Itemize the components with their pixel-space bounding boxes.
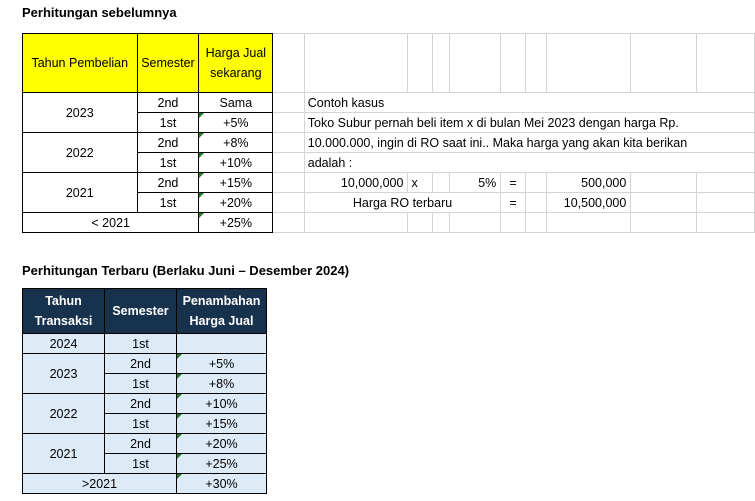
header-harga-jual: Harga Jual sekarang [198, 33, 274, 93]
section1-title: Perhitungan sebelumnya [22, 5, 177, 20]
price-cell[interactable]: +10% [198, 152, 274, 173]
price-cell[interactable]: +30% [176, 473, 267, 494]
price-cell[interactable]: +5% [176, 353, 267, 374]
header-tahun-transaksi: Tahun Transaksi [22, 288, 105, 334]
semester-cell[interactable]: 1st [136, 192, 200, 213]
calc-equals[interactable]: = [500, 172, 526, 193]
price-cell[interactable]: +25% [198, 212, 274, 233]
semester-cell[interactable]: 1st [104, 453, 177, 474]
price-cell[interactable]: +15% [176, 413, 267, 434]
price-cell[interactable]: +15% [198, 172, 274, 193]
price-cell[interactable] [176, 333, 267, 354]
year-cell-before-2021[interactable]: < 2021 [21, 212, 200, 233]
calc-result[interactable]: 500,000 [545, 172, 632, 193]
section2-title: Perhitungan Terbaru (Berlaku Juni – Dese… [22, 263, 350, 278]
price-cell[interactable]: +25% [176, 453, 267, 474]
example-text-line1: Toko Subur pernah beli item x di bulan M… [303, 112, 755, 133]
year-cell[interactable]: 2021 [22, 433, 105, 474]
ro-label[interactable]: Harga RO terbaru [303, 192, 502, 213]
header-tahun-pembelian: Tahun Pembelian [22, 33, 138, 93]
example-heading: Contoh kasus [303, 92, 755, 113]
year-cell[interactable]: 2022 [22, 393, 105, 434]
price-cell[interactable]: Sama [198, 92, 274, 113]
example-text-line3: adalah : [303, 152, 755, 173]
semester-cell[interactable]: 2nd [136, 92, 200, 113]
semester-cell[interactable]: 1st [136, 152, 200, 173]
year-cell[interactable]: 2023 [22, 92, 138, 133]
new-price-table: Tahun Transaksi Semester Penambahan Harg… [22, 288, 267, 494]
semester-cell[interactable]: 1st [104, 413, 177, 434]
price-cell[interactable]: +8% [198, 132, 274, 153]
old-price-table: Tahun Pembelian Semester Harga Jual seka… [21, 33, 755, 233]
semester-cell[interactable]: 2nd [104, 433, 177, 454]
price-cell[interactable]: +8% [176, 373, 267, 394]
calc-operator[interactable]: x [407, 172, 433, 193]
semester-cell[interactable]: 1st [104, 333, 177, 354]
price-cell[interactable]: +5% [198, 112, 274, 133]
example-text-line2: 10.000.000, ingin di RO saat ini.. Maka … [303, 132, 755, 153]
semester-cell[interactable]: 1st [104, 373, 177, 394]
year-cell[interactable]: 2024 [22, 333, 105, 354]
year-cell[interactable]: 2022 [22, 132, 138, 173]
ro-value[interactable]: 10,500,000 [545, 192, 632, 213]
semester-cell[interactable]: 2nd [136, 132, 200, 153]
ro-equals[interactable]: = [500, 192, 526, 213]
year-cell[interactable]: 2021 [22, 172, 138, 213]
semester-cell[interactable]: 2nd [136, 172, 200, 193]
semester-cell[interactable]: 2nd [104, 353, 177, 374]
price-cell[interactable]: +20% [176, 433, 267, 454]
header-penambahan-harga: Penambahan Harga Jual [176, 288, 267, 334]
price-cell[interactable]: +20% [198, 192, 274, 213]
semester-cell[interactable]: 2nd [104, 393, 177, 414]
header-semester: Semester [136, 33, 200, 93]
year-cell[interactable]: 2023 [22, 353, 105, 394]
calc-base[interactable]: 10,000,000 [303, 172, 409, 193]
price-cell[interactable]: +10% [176, 393, 267, 414]
year-cell-before-2021[interactable]: >2021 [22, 473, 177, 494]
calc-percent[interactable]: 5% [449, 172, 502, 193]
semester-cell[interactable]: 1st [136, 112, 200, 133]
header-semester: Semester [104, 288, 177, 334]
